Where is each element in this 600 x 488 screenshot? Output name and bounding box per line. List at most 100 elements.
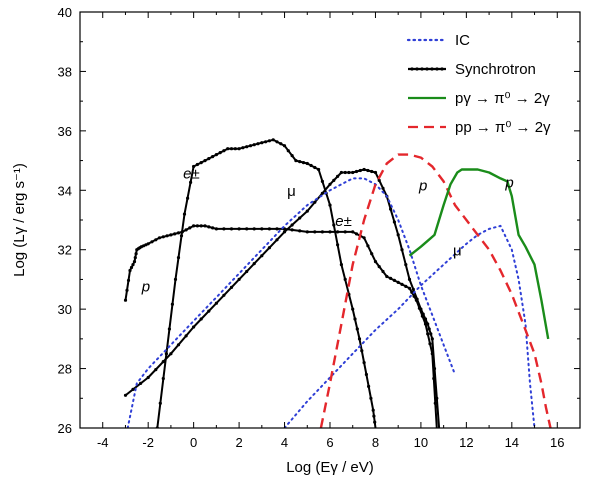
sync-marker bbox=[362, 236, 366, 240]
sync-marker bbox=[199, 317, 203, 321]
sync-marker bbox=[229, 227, 234, 231]
sync-marker bbox=[305, 161, 309, 166]
sync-marker bbox=[134, 252, 138, 256]
sync-marker bbox=[332, 178, 336, 182]
legend-marker bbox=[430, 67, 434, 71]
sync-marker bbox=[426, 322, 430, 326]
sync-marker bbox=[260, 254, 264, 258]
legend-label: pp → π⁰ → 2γ bbox=[455, 119, 551, 136]
sync-marker bbox=[176, 231, 181, 235]
sync-marker bbox=[214, 301, 218, 305]
y-tick-label: 38 bbox=[58, 64, 72, 79]
x-tick-label: 10 bbox=[414, 435, 428, 450]
sync-marker bbox=[176, 343, 181, 347]
legend-label: IC bbox=[455, 32, 470, 49]
sync-marker bbox=[366, 244, 370, 248]
sync-marker bbox=[226, 147, 230, 151]
sync-marker bbox=[180, 230, 184, 234]
sync-marker bbox=[169, 233, 173, 237]
sync-marker bbox=[336, 174, 340, 178]
sync-marker bbox=[123, 298, 128, 302]
legend-marker bbox=[410, 67, 414, 71]
curve-annotation: p bbox=[141, 278, 150, 295]
sync-marker bbox=[366, 168, 370, 173]
sync-marker bbox=[207, 225, 211, 229]
sync-marker bbox=[245, 145, 249, 149]
sync-marker bbox=[275, 238, 279, 242]
sync-marker bbox=[252, 262, 256, 266]
sync-marker bbox=[267, 139, 271, 143]
sync-marker bbox=[199, 161, 203, 165]
x-tick-label: 6 bbox=[326, 435, 333, 450]
sync-marker bbox=[400, 248, 404, 252]
sync-marker bbox=[192, 164, 196, 169]
sync-marker bbox=[248, 144, 253, 148]
legend-marker bbox=[420, 67, 424, 71]
sync-marker bbox=[279, 142, 283, 146]
sync-marker bbox=[343, 170, 347, 175]
sync-marker bbox=[343, 230, 347, 234]
sync-marker bbox=[339, 263, 343, 267]
sync-marker bbox=[214, 153, 218, 157]
sync-marker bbox=[203, 224, 207, 228]
sync-marker bbox=[126, 278, 131, 282]
sync-marker bbox=[173, 232, 177, 236]
sync-marker bbox=[336, 230, 340, 234]
sync-marker bbox=[290, 228, 294, 232]
sync-marker bbox=[320, 179, 324, 183]
sync-marker bbox=[313, 165, 317, 170]
legend-marker bbox=[425, 67, 429, 71]
sync-marker bbox=[207, 309, 211, 313]
y-tick-label: 28 bbox=[58, 362, 72, 377]
sync-marker bbox=[301, 161, 306, 165]
sync-marker bbox=[351, 170, 355, 175]
sync-marker bbox=[218, 151, 222, 155]
series-line-ic-high bbox=[283, 224, 536, 428]
sync-marker bbox=[282, 230, 287, 234]
sync-marker bbox=[411, 287, 415, 291]
sync-marker bbox=[207, 157, 211, 161]
sync-marker bbox=[328, 182, 332, 186]
legend-marker bbox=[435, 67, 439, 71]
sync-marker bbox=[222, 149, 226, 153]
sync-marker bbox=[264, 140, 268, 144]
sync-marker bbox=[313, 230, 317, 234]
sync-marker bbox=[154, 368, 158, 372]
sync-marker bbox=[332, 223, 336, 227]
sync-marker bbox=[373, 170, 378, 175]
sync-marker bbox=[233, 147, 237, 151]
sync-marker bbox=[317, 167, 321, 172]
sync-marker bbox=[320, 230, 324, 234]
series-line-p-2 bbox=[408, 168, 550, 340]
sync-marker bbox=[369, 396, 373, 400]
sync-marker bbox=[389, 207, 393, 211]
y-tick-label: 32 bbox=[58, 243, 72, 258]
sync-marker bbox=[404, 263, 408, 267]
series-line-pp-2 bbox=[319, 153, 552, 428]
sync-marker bbox=[351, 230, 355, 234]
sync-marker bbox=[252, 227, 256, 231]
x-axis-title: Log (Eγ / eV) bbox=[286, 459, 374, 476]
sync-marker bbox=[419, 307, 423, 311]
sync-marker bbox=[407, 277, 412, 281]
sync-marker bbox=[132, 260, 137, 264]
x-tick-label: 12 bbox=[459, 435, 473, 450]
sync-marker bbox=[260, 141, 264, 145]
sync-marker bbox=[298, 216, 302, 220]
sync-marker bbox=[357, 337, 362, 341]
x-tick-label: -4 bbox=[97, 435, 109, 450]
sync-marker bbox=[203, 159, 207, 163]
sync-marker bbox=[161, 376, 165, 381]
sync-marker bbox=[150, 240, 154, 244]
sync-marker bbox=[184, 334, 188, 338]
x-tick-label: 16 bbox=[550, 435, 564, 450]
sync-marker bbox=[339, 170, 343, 175]
sync-marker bbox=[421, 312, 425, 316]
sync-marker bbox=[184, 228, 188, 232]
sync-marker bbox=[222, 227, 226, 231]
sync-marker bbox=[229, 147, 234, 151]
sync-marker bbox=[267, 227, 271, 231]
sync-marker bbox=[370, 252, 374, 256]
sync-marker bbox=[129, 265, 134, 270]
